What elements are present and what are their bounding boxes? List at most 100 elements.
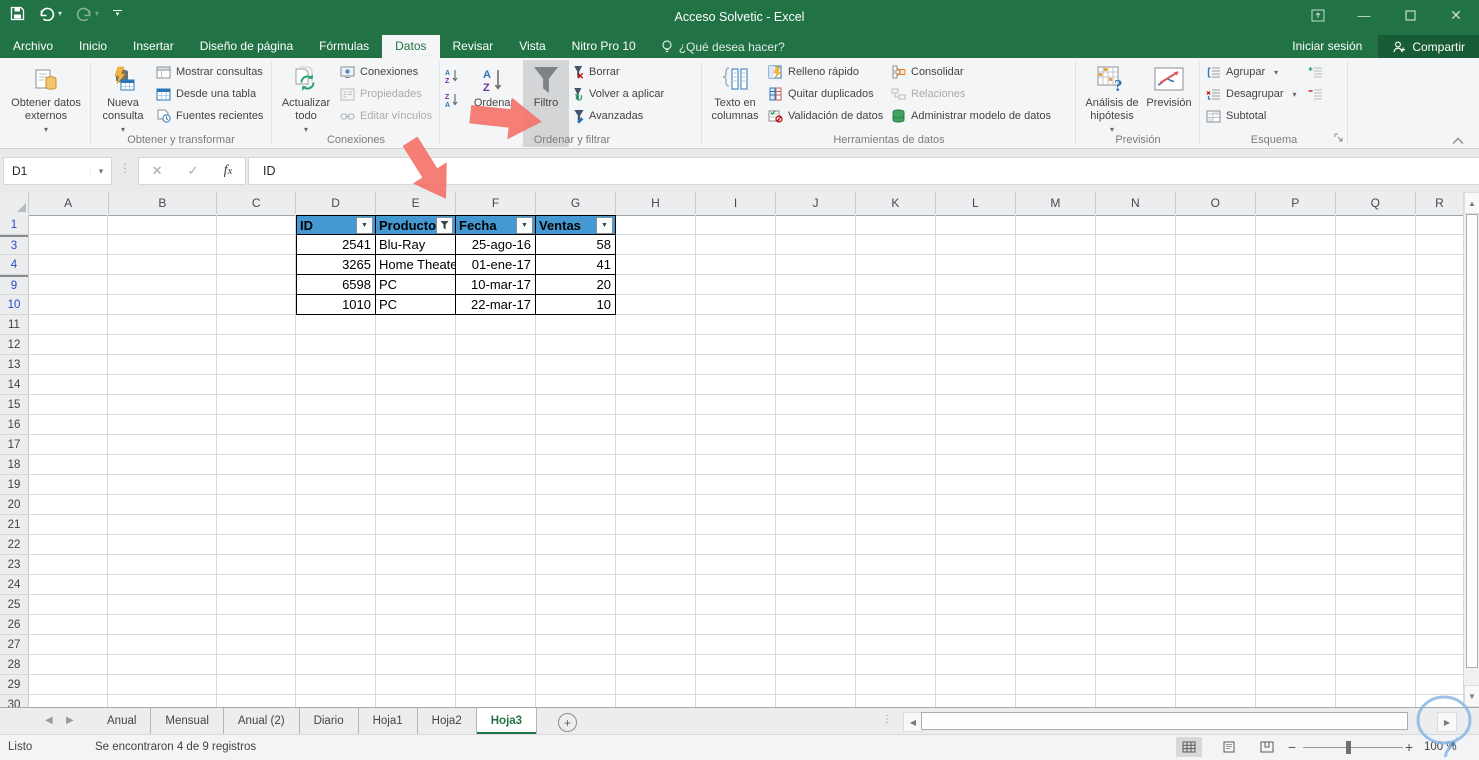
what-if-analysis-button[interactable]: ? Análisis de hipótesis ▾ — [1081, 60, 1143, 136]
hide-detail-button[interactable] — [1307, 83, 1323, 105]
sheet-tab-hoja3[interactable]: Hoja3 — [476, 708, 538, 735]
zoom-in-icon[interactable]: + — [1405, 739, 1414, 755]
save-icon[interactable] — [10, 6, 25, 21]
tab-inicio[interactable]: Inicio — [79, 39, 108, 53]
table-cell[interactable]: Home Theater — [376, 255, 456, 275]
horizontal-scroll-thumb[interactable] — [921, 712, 1408, 730]
row-header-16[interactable]: 16 — [0, 415, 28, 435]
row-header-27[interactable]: 27 — [0, 635, 28, 655]
column-header-N[interactable]: N — [1096, 192, 1176, 214]
formula-bar-splitter[interactable]: ⋮ — [119, 161, 131, 175]
table-cell[interactable]: 58 — [536, 235, 616, 255]
text-to-columns-button[interactable]: Texto en columnas — [707, 60, 763, 123]
table-cell[interactable]: 6598 — [296, 275, 376, 295]
data-validation-button[interactable]: Validación de datos ▾ — [767, 105, 900, 127]
table-cell[interactable]: 3265 — [296, 255, 376, 275]
subtotal-button[interactable]: Subtotal — [1205, 105, 1297, 127]
row-header-11[interactable]: 11 — [0, 315, 28, 335]
vertical-scroll-thumb[interactable] — [1466, 214, 1478, 668]
sign-in-button[interactable]: Iniciar sesión — [1292, 39, 1363, 53]
insert-function-icon[interactable]: fx — [223, 163, 233, 178]
row-header-12[interactable]: 12 — [0, 335, 28, 355]
remove-duplicates-button[interactable]: Quitar duplicados — [767, 83, 900, 105]
sheet-tab-mensual[interactable]: Mensual — [151, 708, 224, 735]
view-page-layout-icon[interactable] — [1216, 737, 1242, 757]
select-all-corner[interactable] — [0, 192, 29, 214]
table-cell[interactable]: PC — [376, 295, 456, 315]
tab-dise-o-de-p-gina[interactable]: Diseño de página — [199, 39, 294, 53]
column-header-D[interactable]: D — [296, 192, 377, 214]
tab-revisar[interactable]: Revisar — [452, 39, 494, 53]
column-header-F[interactable]: F — [456, 192, 537, 214]
sheet-tab-hoja1[interactable]: Hoja1 — [359, 708, 418, 735]
row-header-20[interactable]: 20 — [0, 495, 28, 515]
filter-dropdown-icon[interactable]: ▼ — [516, 216, 533, 234]
table-cell[interactable]: 20 — [536, 275, 616, 295]
row-header-10[interactable]: 10 — [0, 295, 28, 315]
sheet-nav-right-icon[interactable]: ▶ — [66, 715, 74, 726]
ribbon-display-options-icon[interactable] — [1295, 0, 1341, 30]
sheet-tab-anual[interactable]: Anual — [93, 708, 152, 735]
view-page-break-icon[interactable] — [1254, 737, 1280, 757]
group-button[interactable]: Agrupar ▾ — [1205, 61, 1297, 83]
maximize-icon[interactable] — [1387, 0, 1433, 30]
filter-applied-icon[interactable] — [436, 216, 454, 234]
column-header-L[interactable]: L — [936, 192, 1016, 214]
row-header-14[interactable]: 14 — [0, 375, 28, 395]
table-cell[interactable]: 1010 — [296, 295, 376, 315]
row-header-3[interactable]: 3 — [0, 235, 28, 255]
row-header-22[interactable]: 22 — [0, 535, 28, 555]
column-header-J[interactable]: J — [776, 192, 856, 214]
filter-dropdown-icon[interactable]: ▼ — [596, 216, 613, 234]
close-icon[interactable]: ✕ — [1450, 6, 1462, 23]
table-cell[interactable]: PC — [376, 275, 456, 295]
zoom-out-icon[interactable]: − — [1288, 739, 1297, 755]
column-header-R[interactable]: R — [1416, 192, 1464, 214]
tab-nitro-pro-10[interactable]: Nitro Pro 10 — [571, 39, 636, 53]
share-button[interactable]: Compartir — [1378, 35, 1479, 58]
row-header-26[interactable]: 26 — [0, 615, 28, 635]
column-header-I[interactable]: I — [696, 192, 776, 214]
vertical-scrollbar[interactable]: ▲ ▼ — [1463, 192, 1479, 707]
column-header-M[interactable]: M — [1016, 192, 1096, 214]
undo-caret-icon[interactable]: ▾ — [58, 9, 63, 18]
tab-scroll-splitter[interactable]: ⋮ — [882, 714, 892, 725]
flash-fill-button[interactable]: Relleno rápido — [767, 61, 900, 83]
customize-qat-icon[interactable]: ▾ — [113, 10, 123, 18]
show-queries-button[interactable]: Mostrar consultas — [155, 61, 263, 83]
column-header-G[interactable]: G — [536, 192, 617, 214]
table-cell[interactable]: 41 — [536, 255, 616, 275]
forecast-sheet-button[interactable]: Previsión — [1145, 60, 1193, 110]
column-header-P[interactable]: P — [1256, 192, 1336, 214]
minimize-icon[interactable]: — — [1357, 7, 1371, 23]
recent-sources-button[interactable]: Fuentes recientes — [155, 105, 263, 127]
sheet-nav-left-icon[interactable]: ◀ — [45, 715, 53, 726]
row-header-1[interactable]: 1 — [0, 215, 28, 235]
show-detail-button[interactable] — [1307, 61, 1323, 83]
cells-area[interactable] — [28, 215, 1464, 707]
scroll-up-icon[interactable]: ▲ — [1464, 192, 1479, 214]
row-header-17[interactable]: 17 — [0, 435, 28, 455]
undo-icon[interactable]: ▾ — [39, 7, 62, 21]
outline-dialog-launcher-icon[interactable] — [1334, 133, 1343, 145]
row-header-23[interactable]: 23 — [0, 555, 28, 575]
view-normal-icon[interactable] — [1176, 737, 1202, 757]
column-header-C[interactable]: C — [217, 192, 297, 214]
name-box[interactable]: D1 ▾ — [3, 157, 112, 185]
row-header-19[interactable]: 19 — [0, 475, 28, 495]
row-header-30[interactable]: 30 — [0, 695, 28, 708]
hscroll-left-icon[interactable]: ◀ — [903, 712, 923, 732]
clear-filter-button[interactable]: ✕ Borrar — [574, 61, 664, 83]
row-header-15[interactable]: 15 — [0, 395, 28, 415]
tell-me-box[interactable]: ¿Qué desea hacer? — [649, 35, 797, 58]
filter-dropdown-icon[interactable]: ▼ — [356, 216, 373, 234]
row-header-18[interactable]: 18 — [0, 455, 28, 475]
tab-insertar[interactable]: Insertar — [133, 39, 174, 53]
filter-button[interactable]: Filtro — [523, 60, 569, 147]
refresh-all-button[interactable]: Actualizar todo ▾ — [277, 60, 335, 136]
reapply-filter-button[interactable]: ↻ Volver a aplicar — [574, 83, 664, 105]
column-header-B[interactable]: B — [109, 192, 218, 214]
